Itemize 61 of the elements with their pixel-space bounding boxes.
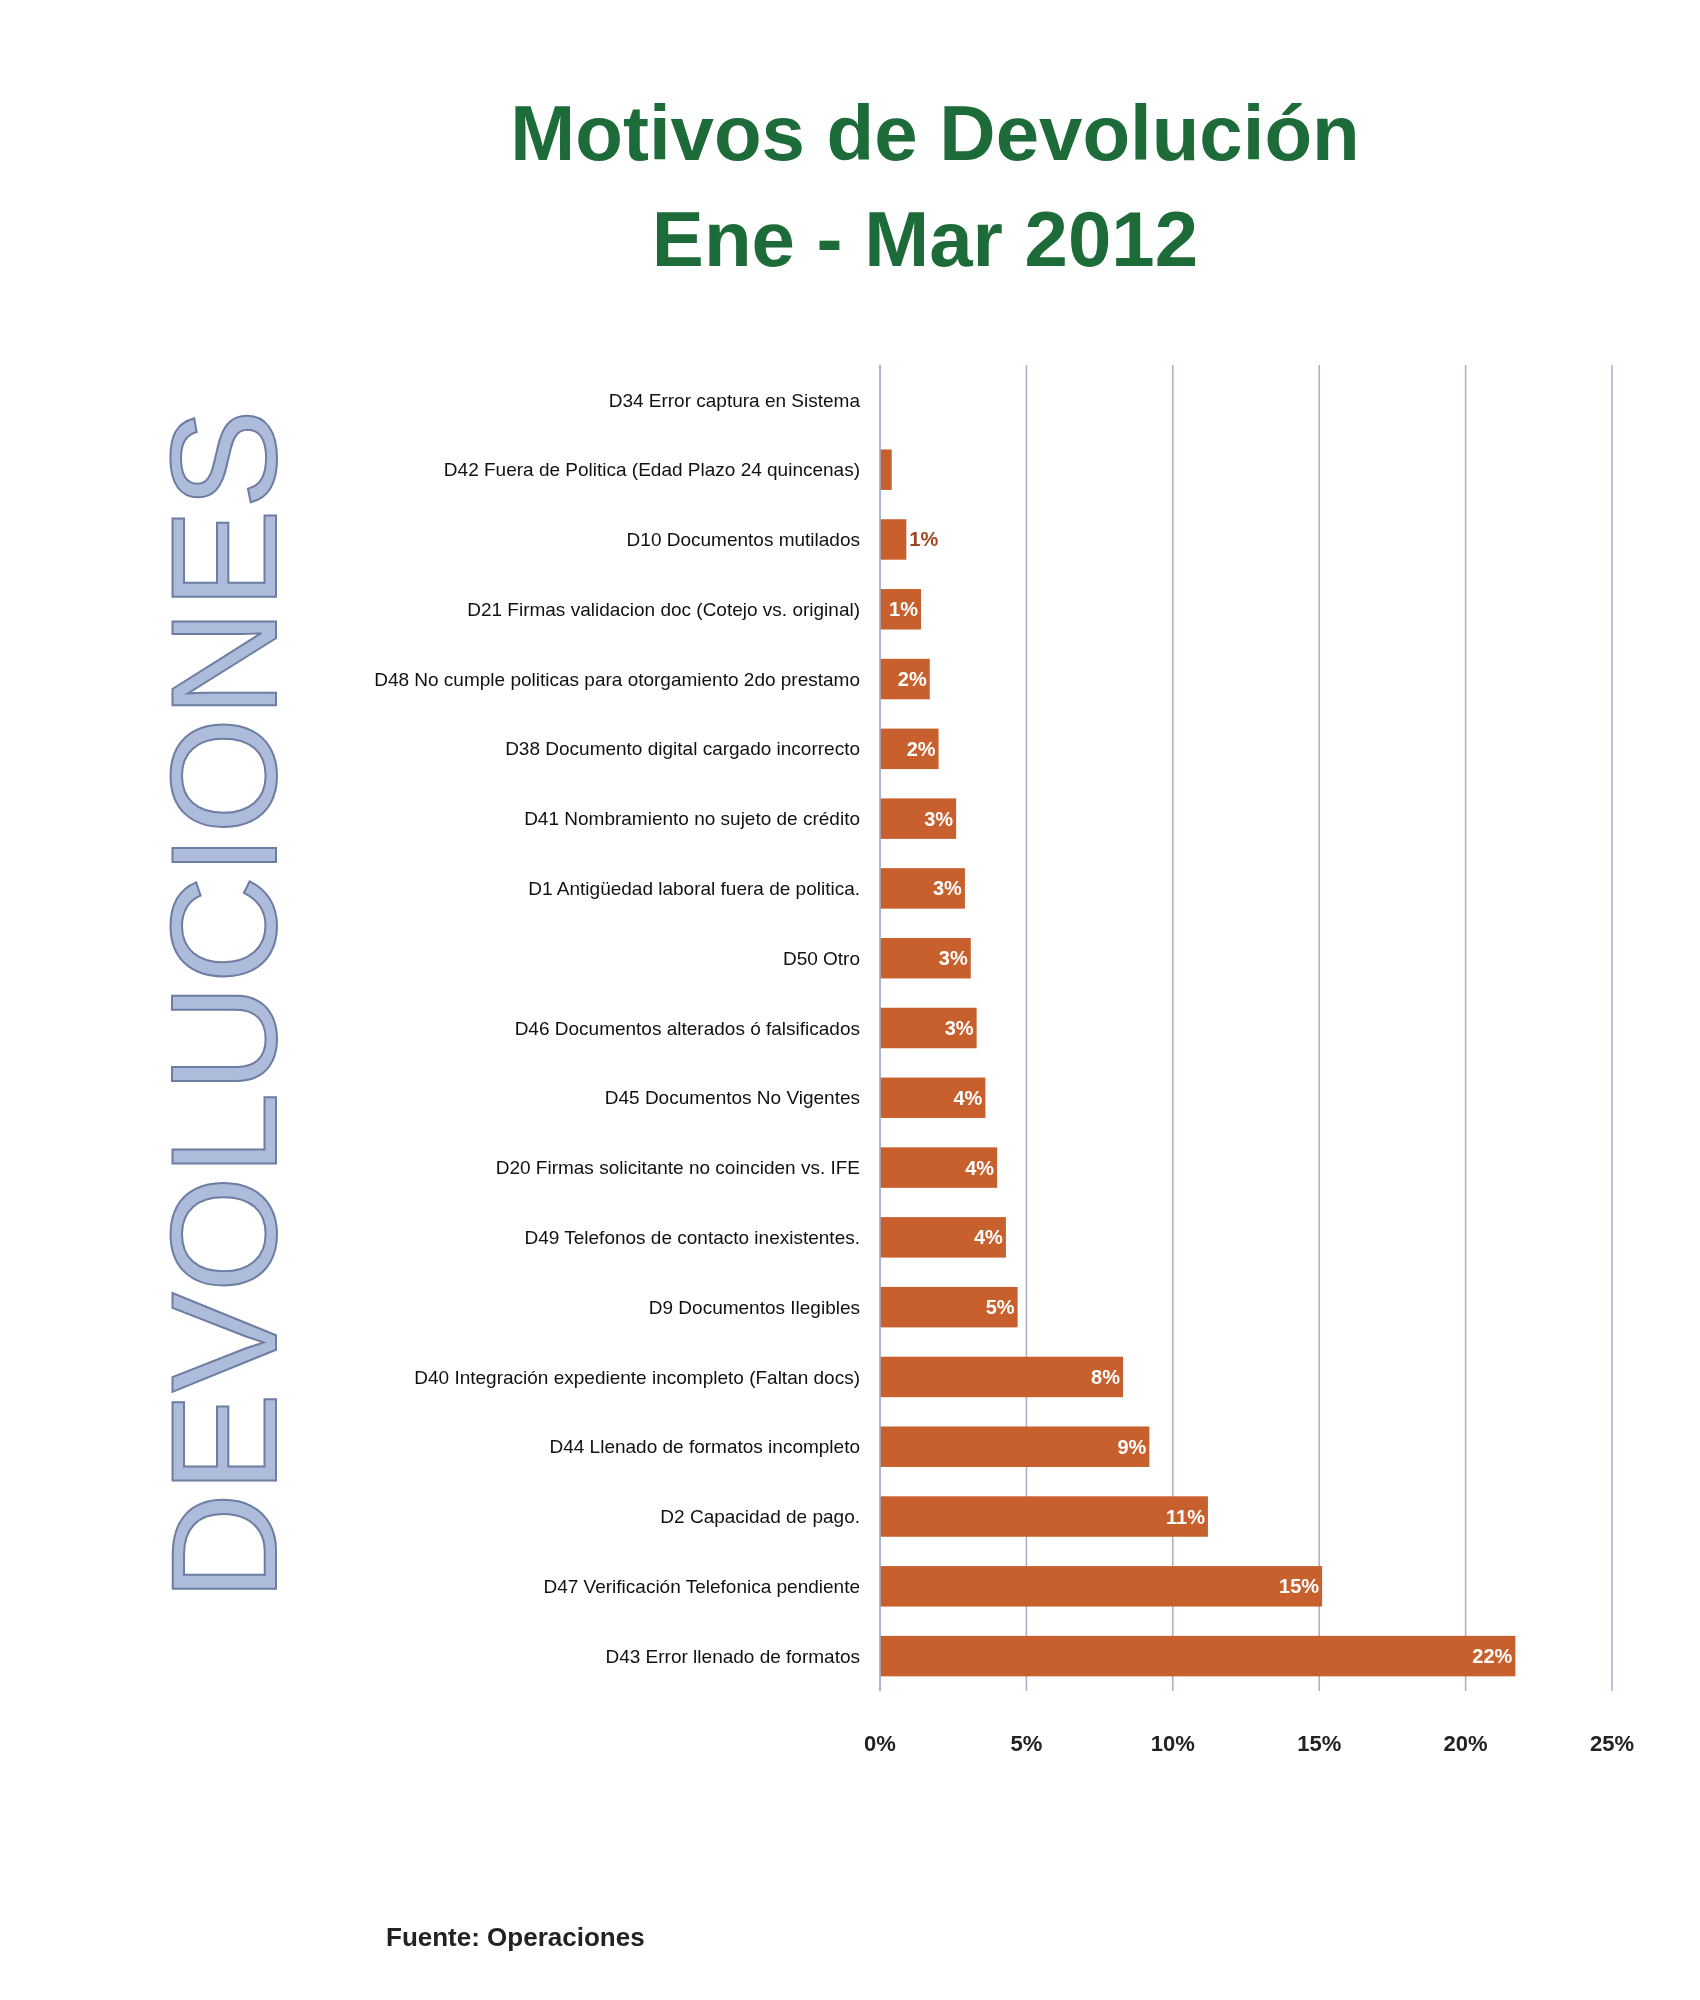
x-tick-label: 25% xyxy=(1589,1731,1635,1756)
bar xyxy=(880,1217,1006,1258)
x-tick-label: 10% xyxy=(1150,1731,1195,1756)
chart-subtitle: Ene - Mar 2012 xyxy=(651,195,1199,283)
data-label: 4% xyxy=(965,1156,995,1179)
y-tick-label: D49 Telefonos de contacto inexistentes. xyxy=(524,1227,860,1249)
y-tick-label: D44 Llenado de formatos incompleto xyxy=(549,1436,860,1458)
bar xyxy=(880,1566,1323,1607)
data-label: 3% xyxy=(944,1017,974,1039)
data-label: 5% xyxy=(985,1296,1015,1319)
y-tick-label: D45 Documentos No Vigentes xyxy=(604,1087,860,1109)
bar xyxy=(880,1496,1208,1537)
x-tick-label: 5% xyxy=(1010,1731,1043,1756)
y-tick-label: D9 Documentos Ilegibles xyxy=(648,1296,860,1318)
y-tick-label: D50 Otro xyxy=(782,947,860,969)
bar xyxy=(880,449,892,490)
y-tick-label: D1 Antigüedad laboral fuera de politica. xyxy=(528,878,860,900)
x-tick-label: 0% xyxy=(864,1731,896,1756)
y-tick-label: D34 Error captura en Sistema xyxy=(608,389,861,411)
y-tick-label: D10 Documentos mutilados xyxy=(626,529,860,551)
data-label: 3% xyxy=(933,877,963,900)
bar xyxy=(880,798,957,839)
x-tick-label: 15% xyxy=(1297,1731,1342,1756)
y-tick-label: D20 Firmas solicitante no coinciden vs. IFE xyxy=(495,1157,860,1179)
data-label: 4% xyxy=(953,1086,983,1109)
chart-title: Motivos de Devolución xyxy=(510,89,1360,177)
bar xyxy=(880,519,907,560)
data-label: 3% xyxy=(938,947,968,970)
data-label: 11% xyxy=(1166,1505,1206,1528)
y-axis-title: DEVOLUCIONES xyxy=(140,409,308,1601)
y-tick-label: D41 Nombramiento no sujeto de crédito xyxy=(524,808,860,830)
bar xyxy=(880,1356,1124,1398)
y-tick-label: D38 Documento digital cargado incorrecto xyxy=(505,738,860,760)
data-label: 2% xyxy=(906,737,936,760)
y-tick-label: D48 No cumple politicas para otorgamiento 2do prestamo xyxy=(374,668,860,690)
bar xyxy=(880,1007,977,1049)
y-tick-label: D43 Error llenado de formatos xyxy=(605,1645,860,1667)
bar xyxy=(880,1635,1516,1677)
x-tick-label: 20% xyxy=(1443,1731,1488,1756)
bar xyxy=(880,937,971,979)
y-tick-label: D21 Firmas validacion doc (Cotejo vs. original) xyxy=(467,598,860,620)
data-label: 22% xyxy=(1472,1645,1513,1668)
data-label: 3% xyxy=(924,807,954,830)
data-label: 1% xyxy=(909,528,939,551)
data-label: 2% xyxy=(897,668,927,691)
y-tick-label: D42 Fuera de Politica (Edad Plazo 24 quincenas) xyxy=(443,459,860,481)
y-tick-label: D2 Capacidad de pago. xyxy=(660,1506,860,1528)
data-label: 4% xyxy=(974,1226,1004,1249)
bar xyxy=(880,868,965,909)
data-label: 1% xyxy=(889,598,919,621)
bar xyxy=(880,1077,986,1119)
data-label: 8% xyxy=(1091,1365,1121,1388)
data-label: 9% xyxy=(1117,1435,1147,1458)
y-tick-label: D47 Verificación Telefonica pendiente xyxy=(543,1575,860,1597)
y-tick-label: D40 Integración expediente incompleto (Faltan docs) xyxy=(414,1366,860,1388)
bar xyxy=(880,1426,1150,1467)
bar xyxy=(880,1147,998,1188)
y-tick-label: D46 Documentos alterados ó falsificados xyxy=(514,1017,860,1039)
source-note: Fuente: Operaciones xyxy=(386,1922,645,1952)
bar xyxy=(880,1286,1018,1328)
data-label: 15% xyxy=(1279,1575,1320,1598)
